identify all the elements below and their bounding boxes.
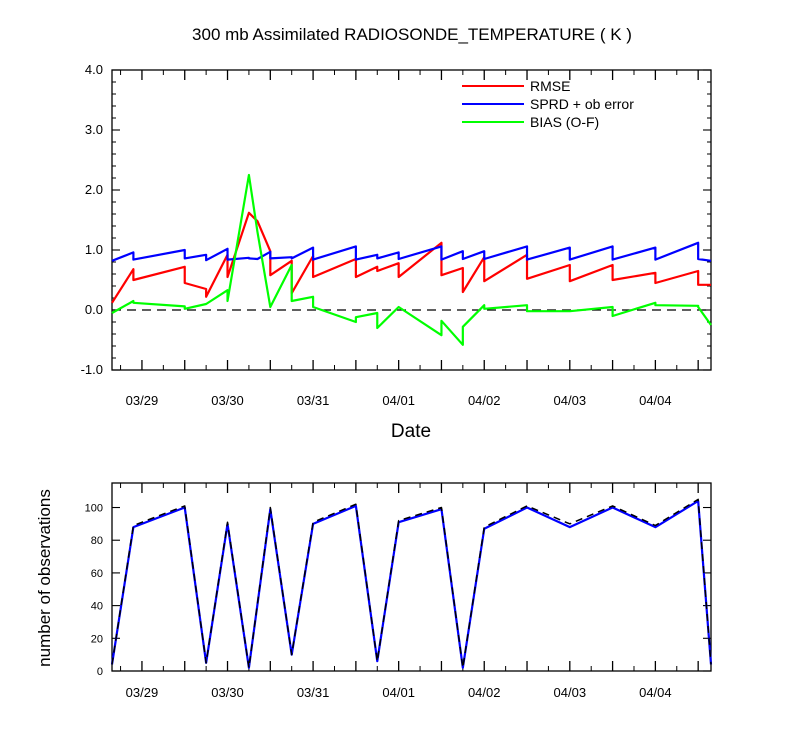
y-tick-label: 0: [97, 666, 103, 678]
series-line: [111, 173, 712, 346]
x-tick-label: 04/04: [639, 685, 672, 700]
y-axis-label: number of observations: [35, 489, 54, 667]
x-tick-label: 03/29: [126, 393, 159, 408]
x-tick-label: 03/30: [211, 685, 244, 700]
x-tick-label: 03/30: [211, 393, 244, 408]
plot-frame: [111, 69, 712, 371]
x-tick-label: 04/03: [554, 685, 587, 700]
y-tick-label: 20: [91, 633, 103, 645]
x-tick-label: 04/02: [468, 685, 501, 700]
y-tick-label: 100: [85, 503, 103, 515]
y-tick-label: -1.0: [81, 362, 103, 377]
y-tick-label: 2.0: [85, 182, 103, 197]
x-tick-label: 04/02: [468, 393, 501, 408]
series-line: [111, 241, 712, 262]
plot-frame: [111, 482, 712, 672]
x-axis-label: Date: [391, 421, 431, 442]
y-tick-label: 40: [91, 601, 103, 613]
series-line: [111, 211, 711, 304]
legend-label: SPRD + ob error: [530, 96, 634, 112]
chart-title: 300 mb Assimilated RADIOSONDE_TEMPERATUR…: [192, 25, 632, 44]
legend-label: BIAS (O-F): [530, 114, 599, 130]
y-tick-label: 4.0: [85, 62, 103, 77]
x-tick-label: 04/04: [639, 393, 672, 408]
x-tick-label: 04/01: [382, 685, 415, 700]
x-tick-label: 04/03: [554, 393, 587, 408]
y-tick-label: 1.0: [85, 242, 103, 257]
x-tick-label: 03/29: [126, 685, 159, 700]
x-tick-label: 03/31: [297, 685, 330, 700]
legend-label: RMSE: [530, 78, 570, 94]
y-tick-label: 80: [91, 535, 103, 547]
x-tick-label: 03/31: [297, 393, 330, 408]
y-tick-label: 3.0: [85, 122, 103, 137]
y-tick-label: 0.0: [85, 302, 103, 317]
bottom-chart: 0 20 40 60 80 100 03/29 03/30 03/31 04/01 04/02 04/…: [85, 482, 713, 700]
series-line: [110, 499, 713, 669]
y-tick-label: 60: [91, 568, 103, 580]
x-tick-label: 04/01: [382, 393, 415, 408]
series-line: [111, 498, 712, 669]
top-chart: -1.0 0.0 1.0 2.0 3.0 4.0 03/29 03/30 03/31 04/01 0…: [81, 62, 712, 408]
